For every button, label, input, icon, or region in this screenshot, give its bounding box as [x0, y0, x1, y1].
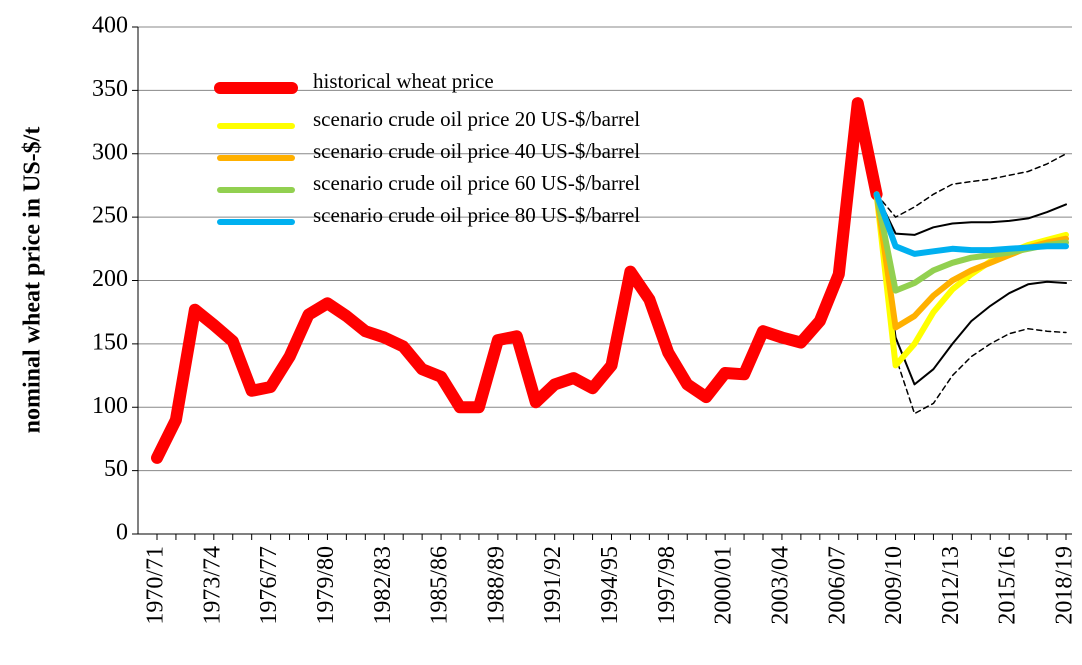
series-line [875, 153, 1067, 218]
x-tick-label: 1976/77 [256, 546, 282, 625]
y-tick-label: 200 [92, 266, 128, 292]
y-tick-label: 0 [116, 520, 128, 546]
x-tick-label: 1973/74 [199, 546, 225, 625]
series-line [875, 193, 1067, 386]
x-tick-label: 2009/10 [881, 546, 907, 625]
legend-label: scenario crude oil price 80 US-$/barrel [313, 203, 640, 227]
x-tick-label: 1982/83 [370, 546, 396, 625]
legend-label: scenario crude oil price 60 US-$/barrel [313, 171, 640, 195]
y-tick-label: 50 [104, 456, 128, 482]
series-line [875, 193, 1067, 236]
y-axis-label: nominal wheat price in US-$/t [20, 127, 46, 434]
series-line [151, 97, 883, 464]
y-tick-label: 100 [92, 393, 128, 419]
x-tick-label: 2015/16 [995, 546, 1021, 625]
x-tick-label: 1991/92 [540, 546, 566, 625]
x-tick-label: 1994/95 [597, 546, 623, 625]
series-line [875, 193, 1067, 415]
x-tick-label: 1970/71 [143, 546, 169, 625]
y-tick-label: 400 [92, 13, 128, 39]
y-tick-label: 350 [92, 76, 128, 102]
series-line [873, 191, 1069, 257]
legend-label: scenario crude oil price 20 US-$/barrel [313, 107, 640, 131]
x-tick-label: 1997/98 [654, 546, 680, 625]
y-tick-label: 150 [92, 329, 128, 355]
x-tick-label: 1985/86 [427, 546, 453, 625]
x-tick-label: 2003/04 [767, 546, 793, 625]
x-tick-label: 2012/13 [938, 546, 964, 625]
x-tick-label: 1988/89 [483, 546, 509, 625]
y-tick-label: 300 [92, 139, 128, 165]
x-tick-label: 2018/19 [1052, 546, 1078, 625]
legend-label: scenario crude oil price 40 US-$/barrel [313, 139, 640, 163]
x-tick-label: 2006/07 [824, 546, 850, 625]
x-tick-label: 2000/01 [711, 546, 737, 625]
x-tick-label: 1979/80 [313, 546, 339, 625]
legend-label: historical wheat price [313, 69, 494, 93]
y-tick-label: 250 [92, 203, 128, 229]
series-line [873, 191, 1069, 369]
